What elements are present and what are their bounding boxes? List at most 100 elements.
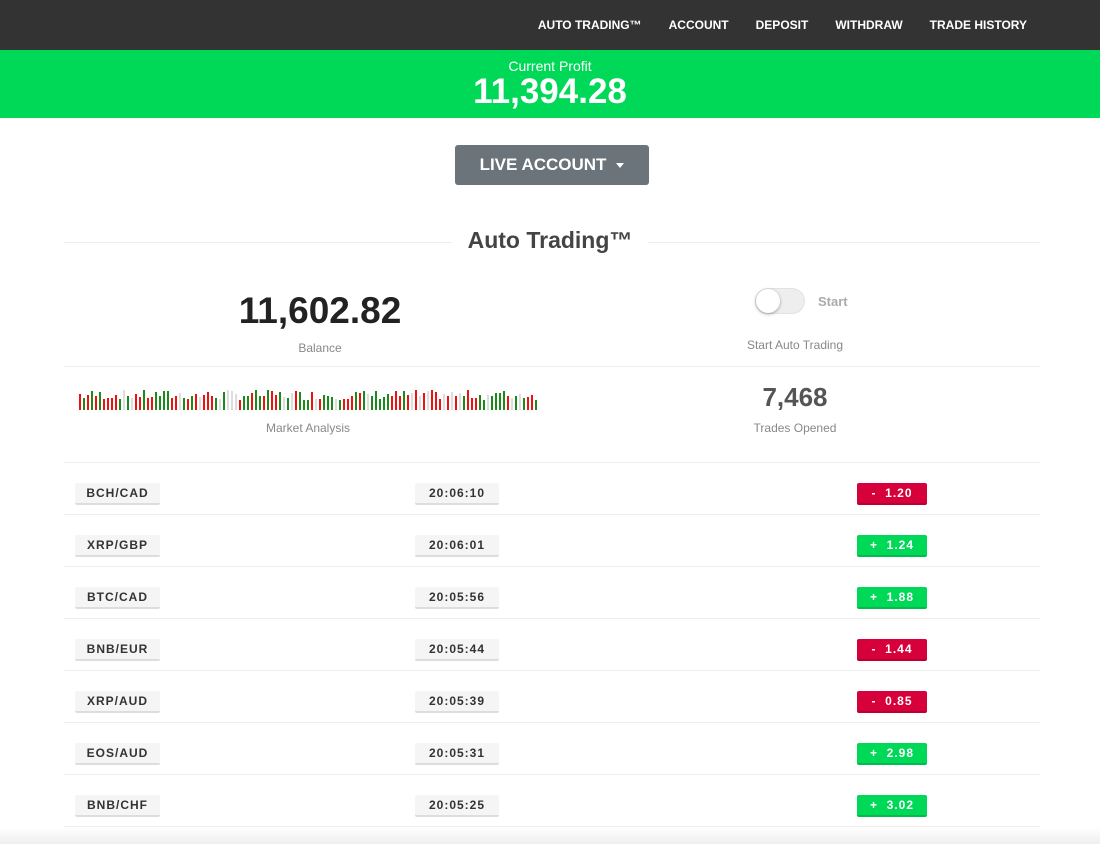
market-bar bbox=[419, 396, 421, 410]
market-bar bbox=[147, 398, 149, 410]
amount-badge: - 0.85 bbox=[857, 691, 927, 713]
market-bar bbox=[255, 390, 257, 410]
nav-trade-history[interactable]: TRADE HISTORY bbox=[929, 18, 1027, 32]
market-bar bbox=[467, 390, 469, 410]
market-bar bbox=[443, 394, 445, 410]
market-bar bbox=[151, 397, 153, 410]
market-bar bbox=[343, 399, 345, 410]
market-bar bbox=[299, 392, 301, 410]
balance-value: 11,602.82 bbox=[238, 290, 402, 331]
market-bar bbox=[127, 396, 129, 410]
market-bar bbox=[183, 398, 185, 410]
market-bar bbox=[295, 391, 297, 410]
market-bar bbox=[83, 398, 85, 410]
market-bar bbox=[143, 390, 145, 410]
market-bar bbox=[435, 392, 437, 410]
market-bar bbox=[315, 399, 317, 410]
market-bar bbox=[271, 391, 273, 410]
market-bar bbox=[359, 393, 361, 410]
market-bar bbox=[135, 394, 137, 410]
market-bar bbox=[459, 393, 461, 410]
account-dropdown-button[interactable]: LIVE ACCOUNT bbox=[455, 145, 649, 185]
nav-account[interactable]: ACCOUNT bbox=[668, 18, 729, 32]
market-bar bbox=[519, 394, 521, 410]
amount-badge: + 1.24 bbox=[857, 535, 927, 557]
amount-badge: + 3.02 bbox=[857, 795, 927, 817]
nav-withdraw[interactable]: WITHDRAW bbox=[835, 18, 903, 32]
market-bar bbox=[187, 399, 189, 410]
divider bbox=[64, 366, 1040, 367]
market-bar bbox=[95, 396, 97, 410]
market-bar bbox=[531, 395, 533, 410]
market-bar bbox=[523, 398, 525, 410]
market-bar bbox=[79, 394, 81, 410]
nav-auto-trading[interactable]: AUTO TRADING™ bbox=[537, 18, 642, 32]
market-bar bbox=[243, 396, 245, 410]
market-bar bbox=[119, 399, 121, 410]
balance-label: Balance bbox=[298, 341, 342, 355]
market-bar bbox=[423, 393, 425, 410]
market-bar bbox=[171, 398, 173, 410]
market-bar bbox=[263, 396, 265, 410]
market-bar bbox=[283, 397, 285, 410]
market-bar bbox=[179, 393, 181, 410]
market-bar bbox=[515, 396, 517, 410]
market-bar bbox=[91, 391, 93, 410]
market-bar bbox=[339, 400, 341, 410]
pair-badge: XRP/GBP bbox=[75, 535, 160, 557]
pair-badge: EOS/AUD bbox=[75, 743, 160, 765]
market-bar bbox=[319, 399, 321, 410]
market-bar bbox=[291, 393, 293, 410]
market-bar bbox=[351, 396, 353, 410]
market-bar bbox=[311, 392, 313, 410]
pair-badge: BCH/CAD bbox=[75, 483, 160, 505]
market-bar bbox=[431, 390, 433, 410]
market-analysis-bars bbox=[79, 390, 537, 410]
pair-badge: BNB/EUR bbox=[75, 639, 160, 661]
market-bar bbox=[215, 398, 217, 410]
profit-banner: Current Profit 11,394.28 bbox=[0, 50, 1100, 118]
bottom-edge bbox=[0, 828, 1100, 844]
trade-row: BCH/CAD 20:06:10 - 1.20 bbox=[64, 463, 1040, 515]
market-bar bbox=[199, 397, 201, 410]
section-title: Auto Trading™ bbox=[451, 227, 649, 253]
market-bar bbox=[275, 395, 277, 410]
market-bar bbox=[231, 391, 233, 410]
amount-badge: + 2.98 bbox=[857, 743, 927, 765]
market-bar bbox=[327, 396, 329, 410]
trades-opened-value: 7,468 bbox=[762, 382, 828, 412]
top-nav: AUTO TRADING™ ACCOUNT DEPOSIT WITHDRAW T… bbox=[0, 0, 1100, 50]
toggle-knob bbox=[756, 289, 780, 313]
auto-trading-toggle[interactable] bbox=[755, 288, 805, 314]
market-bar bbox=[175, 396, 177, 410]
market-bar bbox=[163, 391, 165, 410]
market-bar bbox=[511, 398, 513, 410]
market-bar bbox=[207, 392, 209, 410]
market-bar bbox=[535, 400, 537, 410]
market-bar bbox=[247, 396, 249, 410]
market-bar bbox=[131, 398, 133, 410]
market-bar bbox=[463, 396, 465, 410]
toggle-label: Start bbox=[818, 294, 848, 309]
toggle-caption: Start Auto Trading bbox=[746, 338, 844, 352]
market-bar bbox=[399, 396, 401, 410]
market-bar bbox=[387, 394, 389, 410]
trade-row: BTC/CAD 20:05:56 + 1.88 bbox=[64, 567, 1040, 619]
market-bar bbox=[507, 396, 509, 410]
time-badge: 20:05:44 bbox=[415, 639, 499, 661]
market-bar bbox=[211, 396, 213, 410]
time-badge: 20:06:01 bbox=[415, 535, 499, 557]
market-bar bbox=[111, 398, 113, 410]
account-label: LIVE ACCOUNT bbox=[479, 155, 607, 174]
market-bar bbox=[379, 399, 381, 410]
profit-value: 11,394.28 bbox=[473, 72, 627, 111]
market-bar bbox=[471, 398, 473, 410]
market-bar bbox=[87, 395, 89, 410]
amount-badge: - 1.44 bbox=[857, 639, 927, 661]
nav-deposit[interactable]: DEPOSIT bbox=[755, 18, 809, 32]
market-bar bbox=[439, 399, 441, 410]
market-bar bbox=[411, 393, 413, 410]
time-badge: 20:05:39 bbox=[415, 691, 499, 713]
market-bar bbox=[227, 390, 229, 410]
trade-row: BNB/EUR 20:05:44 - 1.44 bbox=[64, 619, 1040, 671]
